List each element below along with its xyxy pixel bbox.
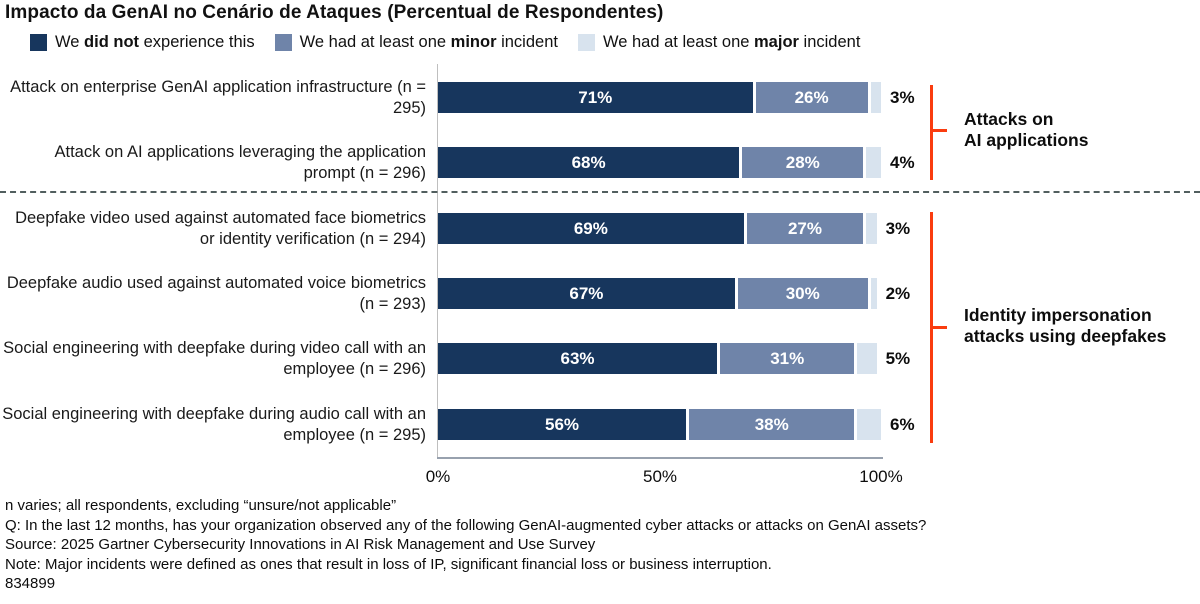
bar-row: Social engineering with deepfake during … xyxy=(0,338,1200,377)
category-label: Deepfake video used against automated fa… xyxy=(15,208,426,248)
footnote-question: Q: In the last 12 months, has your organ… xyxy=(5,516,927,534)
dashed-separator xyxy=(0,191,1200,193)
legend-swatch-navy xyxy=(30,34,47,51)
segment-value-label: 28% xyxy=(785,152,820,172)
segment-value-label: 71% xyxy=(578,87,613,107)
legend-item-did-not: We did not experience this xyxy=(30,33,255,52)
bar-row: Attack on enterprise GenAI application i… xyxy=(0,77,1200,116)
bar-segment-did-not: 68% xyxy=(438,147,740,178)
bar-segment-major xyxy=(867,82,881,113)
category-label: Attack on AI applications leveraging the… xyxy=(54,142,427,182)
x-tick-0: 0% xyxy=(425,467,451,486)
major-percent-label: 6% xyxy=(890,414,915,434)
footnote-note: Note: Major incidents were defined as on… xyxy=(5,555,772,573)
stacked-bar: 56% 38% xyxy=(438,409,881,440)
segment-value-label: 27% xyxy=(787,218,822,238)
legend-label: We did not experience this xyxy=(55,33,255,51)
footnote-id: 834899 xyxy=(5,575,56,592)
bar-segment-did-not: 69% xyxy=(438,213,744,244)
x-tick-50: 50% xyxy=(642,467,678,486)
bar-row: Deepfake audio used against automated vo… xyxy=(0,273,1200,312)
footnote-n: n varies; all respondents, excluding “un… xyxy=(5,497,397,514)
category-label: Attack on enterprise GenAI application i… xyxy=(10,77,426,117)
bar-segment-minor: 30% xyxy=(734,278,868,309)
segment-value-label: 56% xyxy=(545,414,580,434)
bar-row: Attack on AI applications leveraging the… xyxy=(0,142,1200,181)
major-percent-label: 2% xyxy=(885,283,911,303)
bar-segment-major xyxy=(863,147,881,178)
stacked-bar: 67% 30% xyxy=(438,278,877,309)
segment-value-label: 31% xyxy=(770,348,805,368)
x-tick-100: 100% xyxy=(859,467,903,486)
segment-value-label: 26% xyxy=(794,87,829,107)
bar-segment-minor: 26% xyxy=(752,82,868,113)
segment-value-label: 68% xyxy=(571,152,606,172)
bracket-attacks-tick xyxy=(930,129,947,132)
chart-title: Impacto da GenAI no Cenário de Ataques (… xyxy=(5,2,664,23)
bracket-deepfakes-tick xyxy=(930,326,947,329)
bracket-attacks-line xyxy=(930,85,933,180)
bar-row: Social engineering with deepfake during … xyxy=(0,404,1200,443)
group-label-attacks: Attacks on AI applications xyxy=(964,109,1089,150)
bar-segment-major xyxy=(854,409,881,440)
bar-segment-did-not: 71% xyxy=(438,82,753,113)
bar-segment-minor: 28% xyxy=(739,147,864,178)
footnote-source: Source: 2025 Gartner Cybersecurity Innov… xyxy=(5,536,596,553)
segment-value-label: 69% xyxy=(573,218,608,238)
legend-item-major: We had at least one major incident xyxy=(577,33,861,52)
stacked-bar: 68% 28% xyxy=(438,147,881,178)
segment-value-label: 67% xyxy=(569,283,604,303)
bar-segment-minor: 27% xyxy=(743,213,864,244)
major-percent-label: 4% xyxy=(890,152,915,172)
y-axis-line xyxy=(437,64,438,458)
legend-item-minor: We had at least one minor incident xyxy=(274,33,558,52)
bar-segment-major xyxy=(854,343,877,374)
major-percent-label: 3% xyxy=(890,87,915,107)
legend-label: We had at least one minor incident xyxy=(299,33,558,51)
legend-swatch-slate xyxy=(274,34,292,51)
bar-segment-did-not: 67% xyxy=(438,278,735,309)
category-label: Social engineering with deepfake during … xyxy=(2,404,426,444)
legend-label: We had at least one major incident xyxy=(602,33,861,51)
bar-segment-major xyxy=(863,213,877,244)
bar-segment-major xyxy=(867,278,877,309)
x-axis-line xyxy=(437,457,883,459)
category-label: Deepfake audio used against automated vo… xyxy=(6,273,426,313)
segment-value-label: 63% xyxy=(560,348,595,368)
stacked-bar: 63% 31% xyxy=(438,343,877,374)
bar-segment-did-not: 63% xyxy=(438,343,718,374)
stacked-bar: 71% 26% xyxy=(438,82,881,113)
legend: We did not experience this We had at lea… xyxy=(30,33,860,52)
bar-segment-minor: 31% xyxy=(717,343,855,374)
bar-segment-minor: 38% xyxy=(686,409,855,440)
major-percent-label: 5% xyxy=(885,348,911,368)
legend-swatch-light xyxy=(577,34,595,51)
major-percent-label: 3% xyxy=(885,218,911,238)
category-label: Social engineering with deepfake during … xyxy=(3,338,426,378)
bar-segment-did-not: 56% xyxy=(438,409,687,440)
segment-value-label: 30% xyxy=(785,283,820,303)
footnotes: n varies; all respondents, excluding “un… xyxy=(5,496,926,594)
stacked-bar: 69% 27% xyxy=(438,213,877,244)
group-label-deepfakes: Identity impersonation attacks using dee… xyxy=(964,305,1167,346)
segment-value-label: 38% xyxy=(754,414,789,434)
bar-row: Deepfake video used against automated fa… xyxy=(0,208,1200,247)
